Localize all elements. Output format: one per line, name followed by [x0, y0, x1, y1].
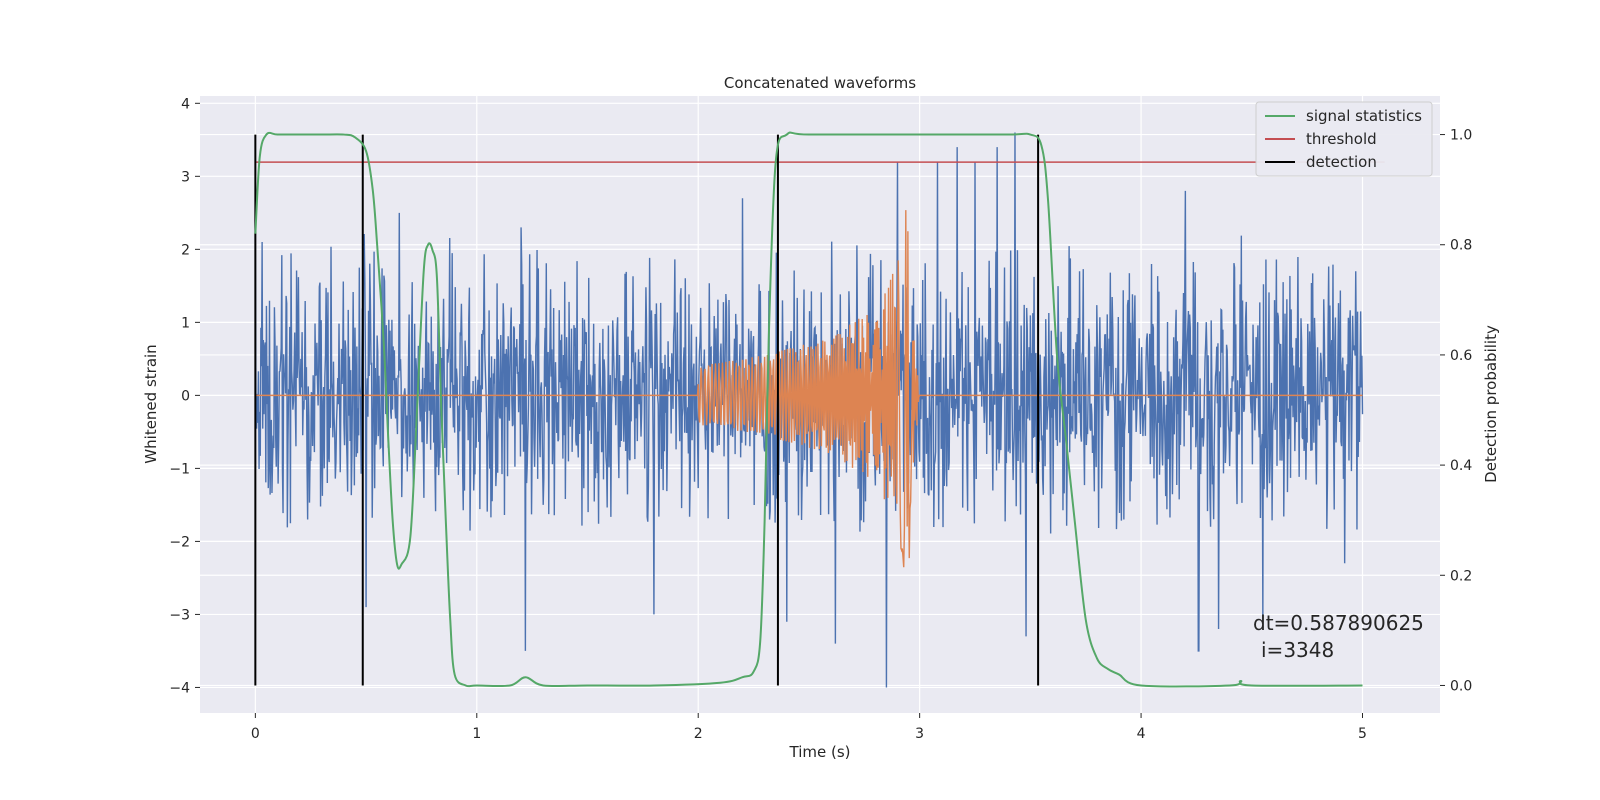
y2-tick-label: 0.0 — [1450, 678, 1472, 694]
annotation-i: i=3348 — [1261, 638, 1334, 662]
y2-tick-label: 0.6 — [1450, 348, 1472, 364]
signal-statistics-line — [254, 131, 1363, 688]
y-tick-label: 2 — [181, 242, 190, 258]
x-tick-label: 2 — [694, 726, 703, 742]
y2-tick-label: 0.2 — [1450, 568, 1472, 584]
x-axis-label: Time (s) — [789, 743, 851, 761]
y-tick-label: 3 — [181, 169, 190, 185]
y-tick-label: −3 — [169, 607, 190, 623]
y-tick-label: 0 — [181, 388, 190, 404]
detection-series — [254, 134, 1040, 686]
x-tick-label: 4 — [1137, 726, 1146, 742]
y-tick-label: 1 — [181, 315, 190, 331]
x-tick-label: 0 — [251, 726, 260, 742]
y2-tick-label: 1.0 — [1450, 128, 1472, 144]
y2-axis-ticks: 0.0 0.2 0.4 0.6 0.8 1.0 — [1440, 128, 1472, 694]
y2-tick-label: 0.4 — [1450, 458, 1472, 474]
y-tick-label: −1 — [169, 461, 190, 477]
x-axis-ticks: 0 1 2 3 4 5 — [251, 713, 1367, 742]
y-tick-label: 4 — [181, 96, 190, 112]
y-tick-label: −4 — [169, 680, 190, 696]
annotation-dt: dt=0.587890625 — [1253, 611, 1424, 635]
y-axis-label: Whitened strain — [142, 344, 160, 463]
y2-axis-label: Detection probability — [1482, 325, 1500, 483]
x-tick-label: 3 — [915, 726, 924, 742]
legend-label-detection: detection — [1306, 153, 1377, 171]
chart-title: Concatenated waveforms — [724, 74, 916, 92]
x-tick-label: 5 — [1358, 726, 1367, 742]
x-tick-label: 1 — [472, 726, 481, 742]
y-tick-label: −2 — [169, 534, 190, 550]
legend-box — [1255, 101, 1433, 177]
legend: signal statistics threshold detection — [1255, 101, 1433, 177]
legend-label-threshold: threshold — [1306, 130, 1377, 148]
plot-area — [254, 131, 1385, 688]
y2-tick-label: 0.8 — [1450, 238, 1472, 254]
y-axis-ticks: −4 −3 −2 −1 0 1 2 3 4 — [169, 96, 200, 696]
signal-statistics-series — [254, 131, 1363, 688]
legend-label-signal-statistics: signal statistics — [1306, 107, 1422, 125]
